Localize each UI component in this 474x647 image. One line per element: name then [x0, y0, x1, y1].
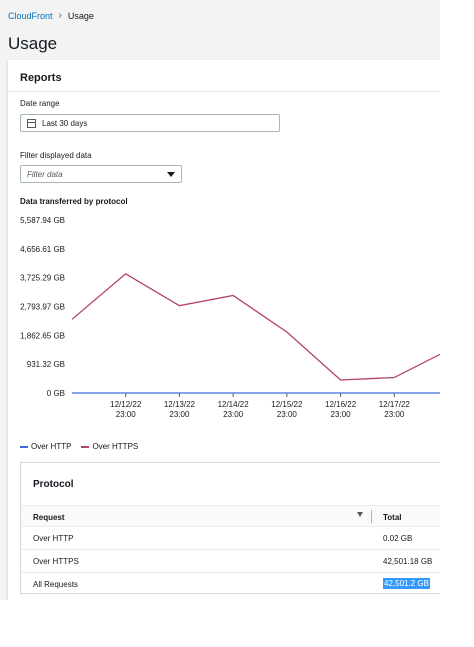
date-range-value: Last 30 days: [42, 118, 88, 128]
y-tick-label: 931.32 GB: [27, 360, 65, 369]
reports-card-header: Reports: [8, 60, 440, 92]
y-tick-label: 1,862.65 GB: [20, 331, 65, 340]
chart-legend: Over HTTP Over HTTPS: [20, 442, 138, 451]
caret-down-icon: [167, 171, 175, 177]
row-request: All Requests: [33, 580, 78, 589]
legend-item[interactable]: Over HTTP: [20, 442, 71, 451]
chevron-right-icon: ›: [58, 10, 62, 21]
x-tick-date: 12/17/22: [379, 400, 411, 409]
x-tick-time: 23:00: [116, 410, 137, 419]
page-title: Usage: [8, 34, 58, 53]
row-total: 42,501.18 GB: [383, 557, 433, 566]
breadcrumb: CloudFront › Usage: [8, 10, 94, 21]
x-tick-date: 12/14/22: [218, 400, 250, 409]
reports-title: Reports: [20, 72, 62, 84]
row-request: Over HTTPS: [33, 557, 79, 566]
filter-select[interactable]: Filter data: [20, 165, 182, 183]
x-tick-time: 23:00: [169, 410, 190, 419]
date-range-label: Date range: [20, 99, 60, 108]
series-line-over-https: [71, 273, 440, 381]
sort-down-icon[interactable]: [357, 512, 363, 517]
date-range-picker[interactable]: Last 30 days: [20, 114, 280, 132]
y-tick-label: 5,587.94 GB: [20, 216, 65, 225]
breadcrumb-current: Usage: [67, 10, 94, 21]
x-tick-date: 12/12/22: [110, 400, 142, 409]
legend-item[interactable]: Over HTTPS: [81, 442, 138, 451]
calendar-icon: [27, 118, 36, 128]
y-tick-label: 0 GB: [47, 389, 65, 398]
x-tick-time: 23:00: [223, 410, 244, 419]
row-request: Over HTTP: [33, 534, 74, 543]
x-tick-time: 23:00: [331, 410, 352, 419]
y-tick-label: 3,725.29 GB: [20, 274, 65, 283]
x-tick-date: 12/13/22: [164, 400, 196, 409]
usage-page: CloudFront › Usage Usage Reports Date ra…: [0, 0, 440, 600]
protocol-table-title: Protocol: [33, 479, 74, 490]
x-tick-time: 23:00: [384, 410, 405, 419]
legend-label: Over HTTP: [31, 442, 72, 451]
filter-placeholder: Filter data: [27, 169, 63, 179]
x-tick-time: 23:00: [277, 410, 298, 419]
y-tick-label: 4,656.61 GB: [20, 245, 65, 254]
y-tick-label: 2,793.97 GB: [20, 303, 65, 312]
reports-card: Reports Date range Last 30 days Filter d…: [8, 60, 440, 600]
x-tick-date: 12/15/22: [271, 400, 303, 409]
protocol-line-chart: 5,587.94 GB 4,656.61 GB 3,725.29 GB 2,793.9…: [20, 216, 440, 419]
column-header-request[interactable]: Request: [33, 513, 65, 522]
legend-label: Over HTTPS: [92, 442, 139, 451]
protocol-table: Protocol Request Total Over HTTP 0.02 GB…: [20, 462, 440, 594]
column-divider: [371, 510, 372, 523]
table-row: Over HTTP 0.02 GB: [21, 527, 440, 550]
row-total-selected: 42,501.2 GB: [383, 578, 430, 589]
x-tick-date: 12/16/22: [325, 400, 357, 409]
column-header-total[interactable]: Total: [383, 513, 402, 522]
table-row: Over HTTPS 42,501.18 GB: [21, 550, 440, 573]
breadcrumb-cloudfront-link[interactable]: CloudFront: [8, 10, 53, 21]
filter-label: Filter displayed data: [20, 151, 92, 160]
table-row: All Requests 42,501.2 GB: [21, 573, 440, 596]
chart-title: Data transferred by protocol: [20, 197, 128, 206]
row-total: 0.02 GB: [383, 534, 413, 543]
legend-swatch: [20, 445, 28, 448]
legend-swatch: [81, 445, 90, 448]
table-header: Request Total: [21, 505, 440, 527]
